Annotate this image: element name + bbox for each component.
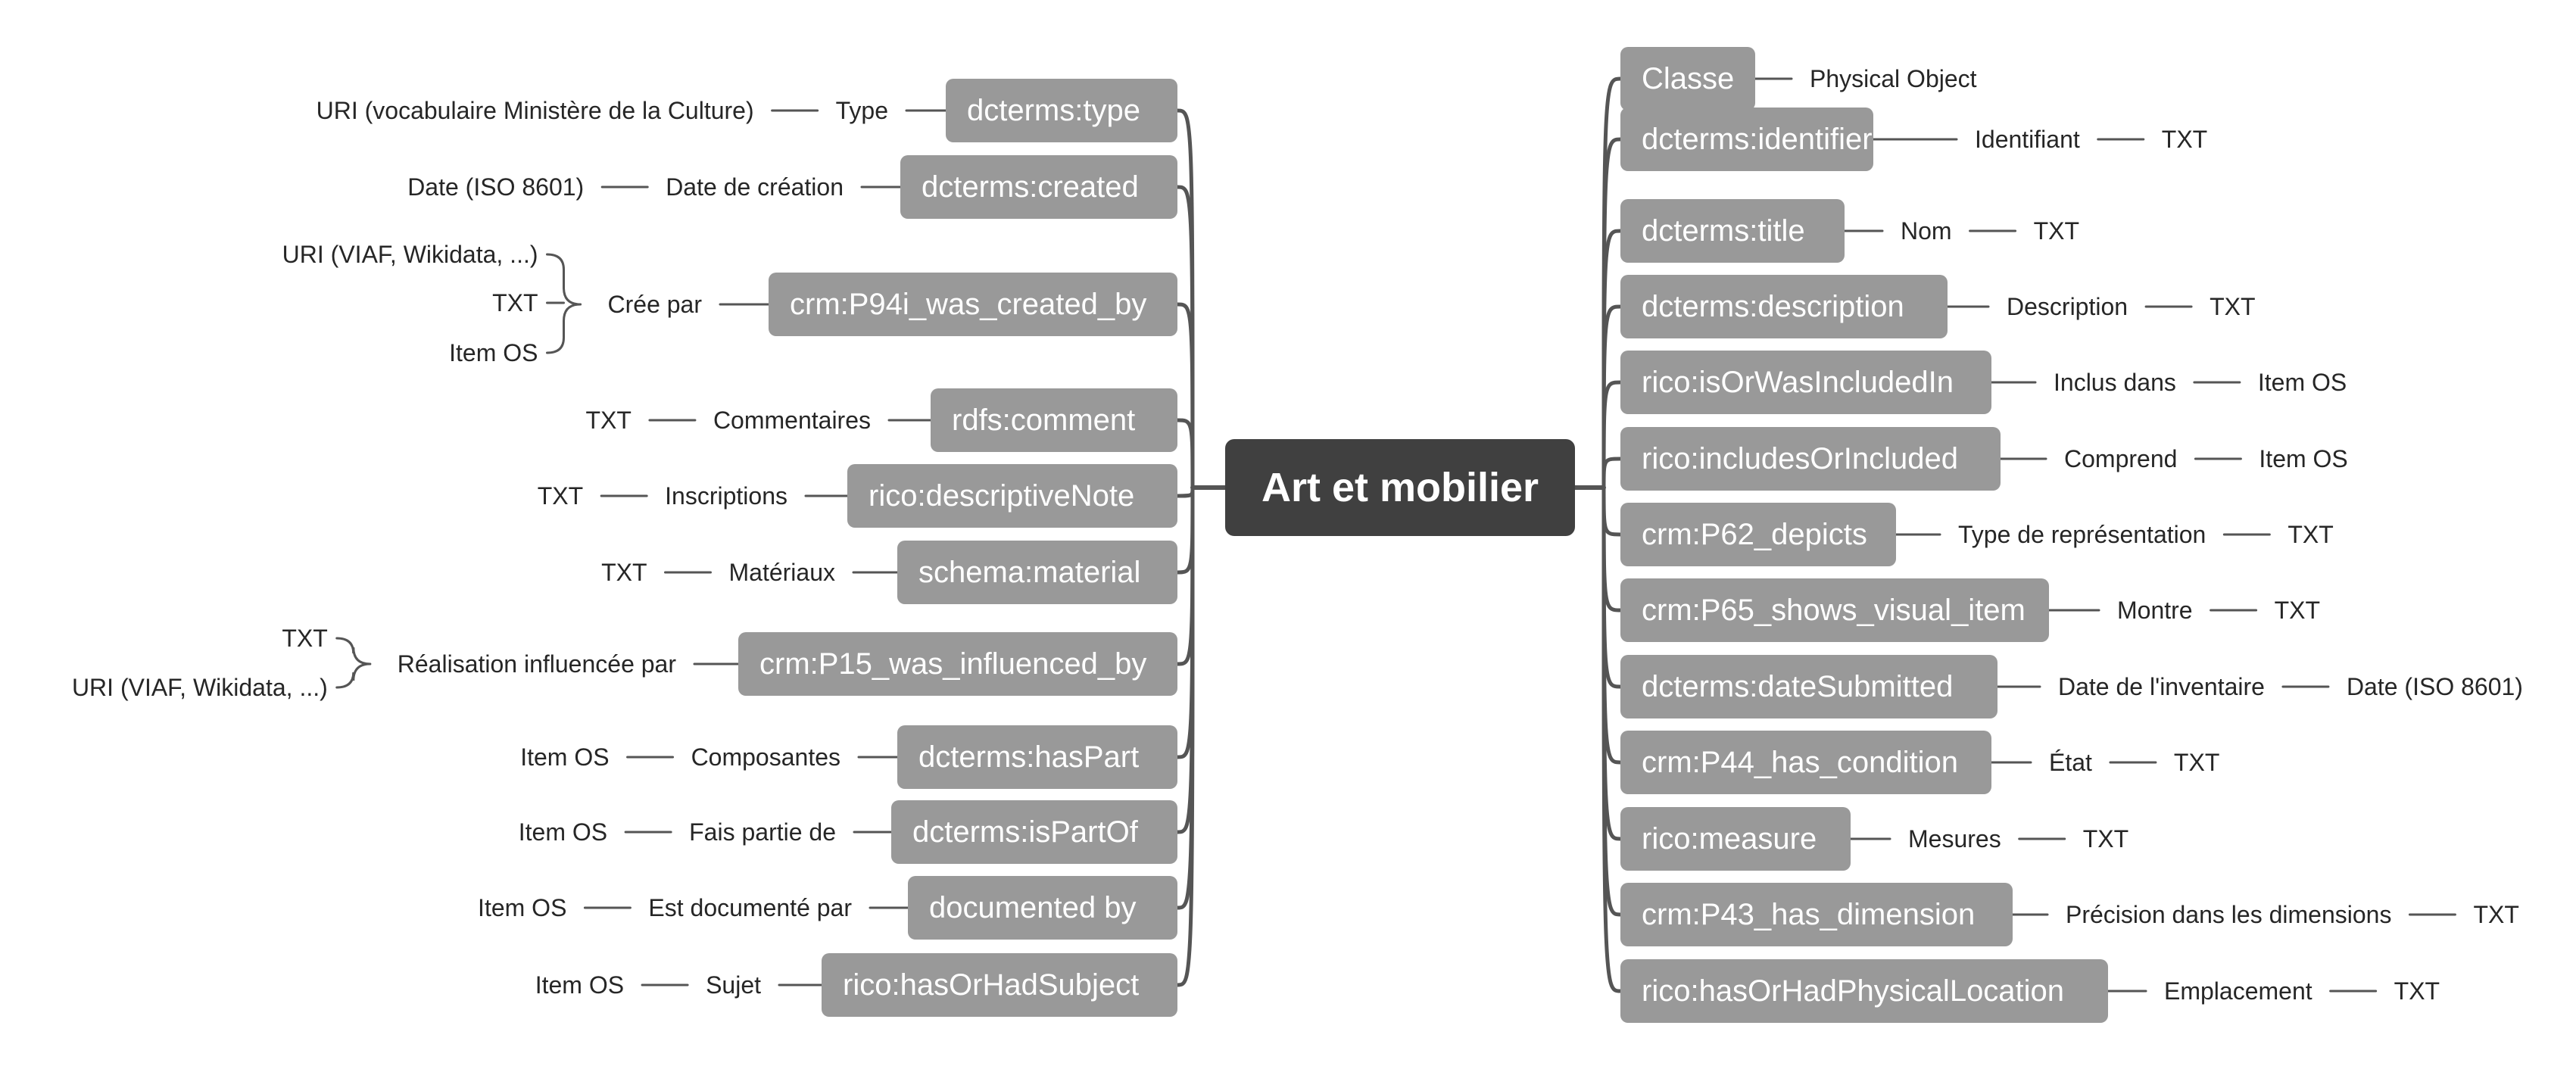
node-rico-hasorhadphysicallocation[interactable]: rico:hasOrHadPhysicalLocation	[1620, 959, 2108, 1023]
label-date-de-cr-ation: Date de création	[666, 172, 844, 202]
root-node[interactable]: Art et mobilier	[1225, 439, 1575, 536]
label-item-os: Item OS	[449, 338, 538, 368]
label-txt: TXT	[2162, 124, 2207, 154]
label-physical-object: Physical Object	[1810, 64, 1977, 94]
label-txt: TXT	[282, 623, 327, 653]
node-dcterms-ispartof[interactable]: dcterms:isPartOf	[891, 800, 1177, 864]
branch-line	[1604, 459, 1620, 488]
label-emplacement: Emplacement	[2164, 976, 2312, 1006]
label-txt: TXT	[492, 288, 538, 318]
label-date-de-l-inventaire: Date de l'inventaire	[2058, 672, 2265, 702]
label-inscriptions: Inscriptions	[665, 481, 787, 511]
label-item-os: Item OS	[535, 970, 624, 1000]
label-description: Description	[2007, 291, 2128, 322]
label-comprend: Comprend	[2064, 444, 2177, 474]
label-txt: TXT	[2473, 899, 2518, 930]
node-classe[interactable]: Classe	[1620, 47, 1755, 111]
label-pr-cision-dans-les-dimensions: Précision dans les dimensions	[2066, 899, 2391, 930]
group-brace	[547, 304, 581, 353]
node-rico-descriptivenote[interactable]: rico:descriptiveNote	[847, 464, 1177, 528]
label-txt: TXT	[601, 557, 647, 588]
label-identifiant: Identifiant	[1975, 124, 2080, 154]
branch-line	[1177, 488, 1193, 572]
label-item-os: Item OS	[519, 817, 607, 847]
label-txt: TXT	[2034, 216, 2079, 246]
label-r-alisation-influenc-e-par: Réalisation influencée par	[398, 649, 676, 679]
node-dcterms-datesubmitted[interactable]: dcterms:dateSubmitted	[1620, 655, 1997, 718]
branch-line	[1604, 382, 1620, 488]
node-dcterms-type[interactable]: dcterms:type	[946, 79, 1177, 142]
label-montre: Montre	[2117, 595, 2193, 625]
label-mat-riaux: Matériaux	[729, 557, 836, 588]
label-mesures: Mesures	[1908, 824, 2001, 854]
node-crm-p43-has-dimension[interactable]: crm:P43_has_dimension	[1620, 883, 2013, 946]
label-uri-viaf-wikidata: URI (VIAF, Wikidata, ...)	[282, 239, 538, 270]
node-dcterms-description[interactable]: dcterms:description	[1620, 275, 1948, 338]
label-tat: État	[2049, 747, 2092, 778]
node-dcterms-title[interactable]: dcterms:title	[1620, 199, 1845, 263]
group-brace	[337, 638, 370, 664]
label-est-document-par: Est documenté par	[648, 893, 852, 923]
node-documented-by[interactable]: documented by	[908, 876, 1177, 940]
branch-line	[1177, 420, 1193, 488]
label-type: Type	[836, 95, 888, 126]
node-rico-isorwasincludedin[interactable]: rico:isOrWasIncludedIn	[1620, 351, 1991, 414]
label-txt: TXT	[586, 405, 632, 435]
node-rico-measure[interactable]: rico:measure	[1620, 807, 1851, 871]
label-cr-e-par: Crée par	[608, 289, 703, 319]
label-nom: Nom	[1901, 216, 1952, 246]
label-fais-partie-de: Fais partie de	[689, 817, 836, 847]
node-crm-p62-depicts[interactable]: crm:P62_depicts	[1620, 503, 1896, 566]
label-txt: TXT	[538, 481, 583, 511]
branch-line	[1177, 488, 1193, 496]
node-dcterms-identifier[interactable]: dcterms:identifier	[1620, 108, 1873, 171]
node-rdfs-comment[interactable]: rdfs:comment	[931, 388, 1177, 452]
label-txt: TXT	[2275, 595, 2320, 625]
label-item-os: Item OS	[2258, 367, 2347, 397]
label-commentaires: Commentaires	[713, 405, 871, 435]
label-type-de-repr-sentation: Type de représentation	[1958, 519, 2206, 550]
node-crm-p44-has-condition[interactable]: crm:P44_has_condition	[1620, 731, 1991, 794]
node-crm-p65-shows-visual-item[interactable]: crm:P65_shows_visual_item	[1620, 578, 2049, 642]
label-date-iso-8601: Date (ISO 8601)	[2347, 672, 2523, 702]
node-dcterms-created[interactable]: dcterms:created	[900, 155, 1177, 219]
group-brace	[547, 254, 581, 304]
node-rico-includesorincluded[interactable]: rico:includesOrIncluded	[1620, 427, 2001, 491]
label-txt: TXT	[2288, 519, 2333, 550]
label-txt: TXT	[2210, 291, 2255, 322]
node-rico-hasorhadsubject[interactable]: rico:hasOrHadSubject	[822, 953, 1177, 1017]
label-item-os: Item OS	[2259, 444, 2347, 474]
label-txt: TXT	[2083, 824, 2128, 854]
node-schema-material[interactable]: schema:material	[897, 541, 1177, 604]
group-brace	[337, 664, 370, 687]
label-txt: TXT	[2174, 747, 2219, 778]
label-date-iso-8601: Date (ISO 8601)	[407, 172, 584, 202]
label-txt: TXT	[2394, 976, 2440, 1006]
label-inclus-dans: Inclus dans	[2054, 367, 2176, 397]
label-composantes: Composantes	[691, 742, 840, 772]
label-item-os: Item OS	[520, 742, 609, 772]
label-sujet: Sujet	[706, 970, 761, 1000]
node-crm-p15-was-influenced-by[interactable]: crm:P15_was_influenced_by	[738, 632, 1177, 696]
label-item-os: Item OS	[478, 893, 566, 923]
node-dcterms-haspart[interactable]: dcterms:hasPart	[897, 725, 1177, 789]
branch-line	[1604, 488, 1620, 610]
label-uri-viaf-wikidata: URI (VIAF, Wikidata, ...)	[72, 672, 328, 703]
branch-line	[1177, 304, 1193, 488]
branch-line	[1177, 488, 1193, 664]
branch-line	[1604, 488, 1620, 535]
label-uri-vocabulaire-minist-re-de-la-culture: URI (vocabulaire Ministère de la Culture…	[317, 95, 754, 126]
branch-line	[1604, 139, 1620, 488]
node-crm-p94i-was-created-by[interactable]: crm:P94i_was_created_by	[769, 273, 1177, 336]
